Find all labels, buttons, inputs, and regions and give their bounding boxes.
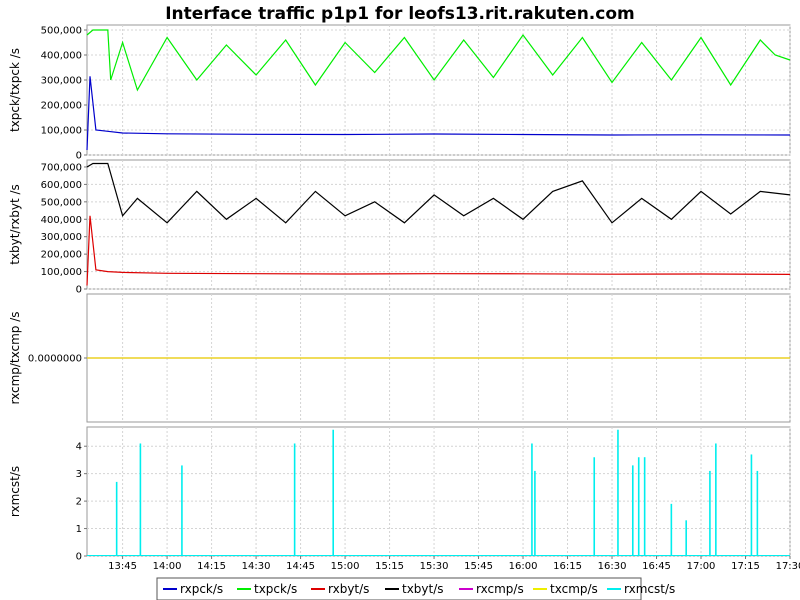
series-line-rxbyt/s (86, 215, 791, 286)
x-tick-label: 14:30 (242, 561, 271, 572)
x-tick-label: 17:30 (776, 561, 800, 572)
x-tick-label: 15:45 (464, 561, 493, 572)
y-tick-label: 3 (76, 469, 82, 480)
legend-item: rxpck/s (163, 582, 223, 596)
y-tick-label: 4 (76, 442, 82, 453)
panel-frame (86, 24, 791, 156)
y-tick-label: 600,000 (41, 180, 82, 191)
x-tick-label: 16:00 (509, 561, 538, 572)
panel-frame (86, 426, 791, 557)
y-tick-label: 700,000 (41, 162, 82, 173)
series-line-rxpck/s (86, 76, 791, 151)
legend-item: txpck/s (237, 582, 297, 596)
legend-label: rxcmp/s (476, 582, 524, 596)
y-axis-label: rxmcst/s (8, 466, 22, 517)
panel-3: 0 1 2 3 4 rxmcst/s (8, 426, 791, 563)
legend-label: rxbyt/s (328, 582, 369, 596)
legend-label: txbyt/s (402, 582, 444, 596)
legend-label: rxpck/s (180, 582, 223, 596)
x-tick-label: 14:15 (197, 561, 226, 572)
y-tick-label: 200,000 (41, 101, 82, 112)
x-tick-label: 15:30 (420, 561, 449, 572)
legend: rxpck/s txpck/s rxbyt/s txbyt/s rxcmp/s txcmp… (156, 577, 675, 600)
series-line-txpck/s (86, 29, 791, 92)
x-tick-label: 14:00 (153, 561, 182, 572)
legend-item: txcmp/s (533, 582, 598, 596)
x-tick-label: 16:45 (642, 561, 671, 572)
y-axis-label: txpck/txpck /s (8, 48, 22, 132)
x-tick-label: 15:15 (375, 561, 404, 572)
y-tick-label: 100,000 (41, 267, 82, 278)
legend-label: txcmp/s (550, 582, 598, 596)
y-tick-label: 0.0000000 (28, 354, 82, 365)
panel-frame (86, 159, 791, 290)
panel-0: 0 100,000 200,000 300,000 400,000 500,000 txpc… (8, 24, 791, 162)
legend-label: rxmcst/s (624, 582, 675, 596)
legend-label: txpck/s (254, 582, 297, 596)
y-tick-label: 0 (76, 285, 82, 296)
y-tick-label: 0 (76, 552, 82, 563)
panel-1: 0 100,000 200,000 300,000 400,000 500,000 600,… (8, 159, 791, 296)
panel-2: 0.0000000 rxcmp/txcmp /s (8, 293, 791, 423)
x-tick-label: 14:45 (286, 561, 315, 572)
y-tick-label: 500,000 (41, 197, 82, 208)
x-tick-label: 16:15 (553, 561, 582, 572)
y-tick-label: 0 (76, 151, 82, 162)
x-tick-label: 13:45 (108, 561, 137, 572)
y-axis-label: rxcmp/txcmp /s (8, 311, 22, 404)
legend-item: rxbyt/s (311, 582, 369, 596)
x-tick-label: 16:30 (598, 561, 627, 572)
y-tick-label: 400,000 (41, 51, 82, 62)
x-tick-label: 17:00 (687, 561, 716, 572)
y-tick-label: 300,000 (41, 76, 82, 87)
series-line-txbyt/s (86, 162, 791, 224)
y-tick-label: 100,000 (41, 126, 82, 137)
y-axis-label: txbyt/rxbyt /s (8, 184, 22, 265)
y-tick-label: 300,000 (41, 232, 82, 243)
x-tick-label: 17:15 (731, 561, 760, 572)
x-tick-label: 15:00 (331, 561, 360, 572)
legend-item: rxmcst/s (607, 582, 675, 596)
legend-item: txbyt/s (385, 582, 444, 596)
y-tick-label: 1 (76, 524, 82, 535)
y-tick-label: 500,000 (41, 26, 82, 37)
y-tick-label: 200,000 (41, 250, 82, 261)
y-tick-label: 2 (76, 497, 82, 508)
legend-item: rxcmp/s (459, 582, 524, 596)
chart-panels: 0 100,000 200,000 300,000 400,000 500,000 txpc… (8, 24, 791, 563)
x-axis: 13:45 14:00 14:15 14:30 14:45 15:00 15:15 15:30… (108, 556, 800, 572)
y-tick-label: 400,000 (41, 215, 82, 226)
chart-title: Interface traffic p1p1 for leofs13.rit.r… (165, 4, 635, 24)
